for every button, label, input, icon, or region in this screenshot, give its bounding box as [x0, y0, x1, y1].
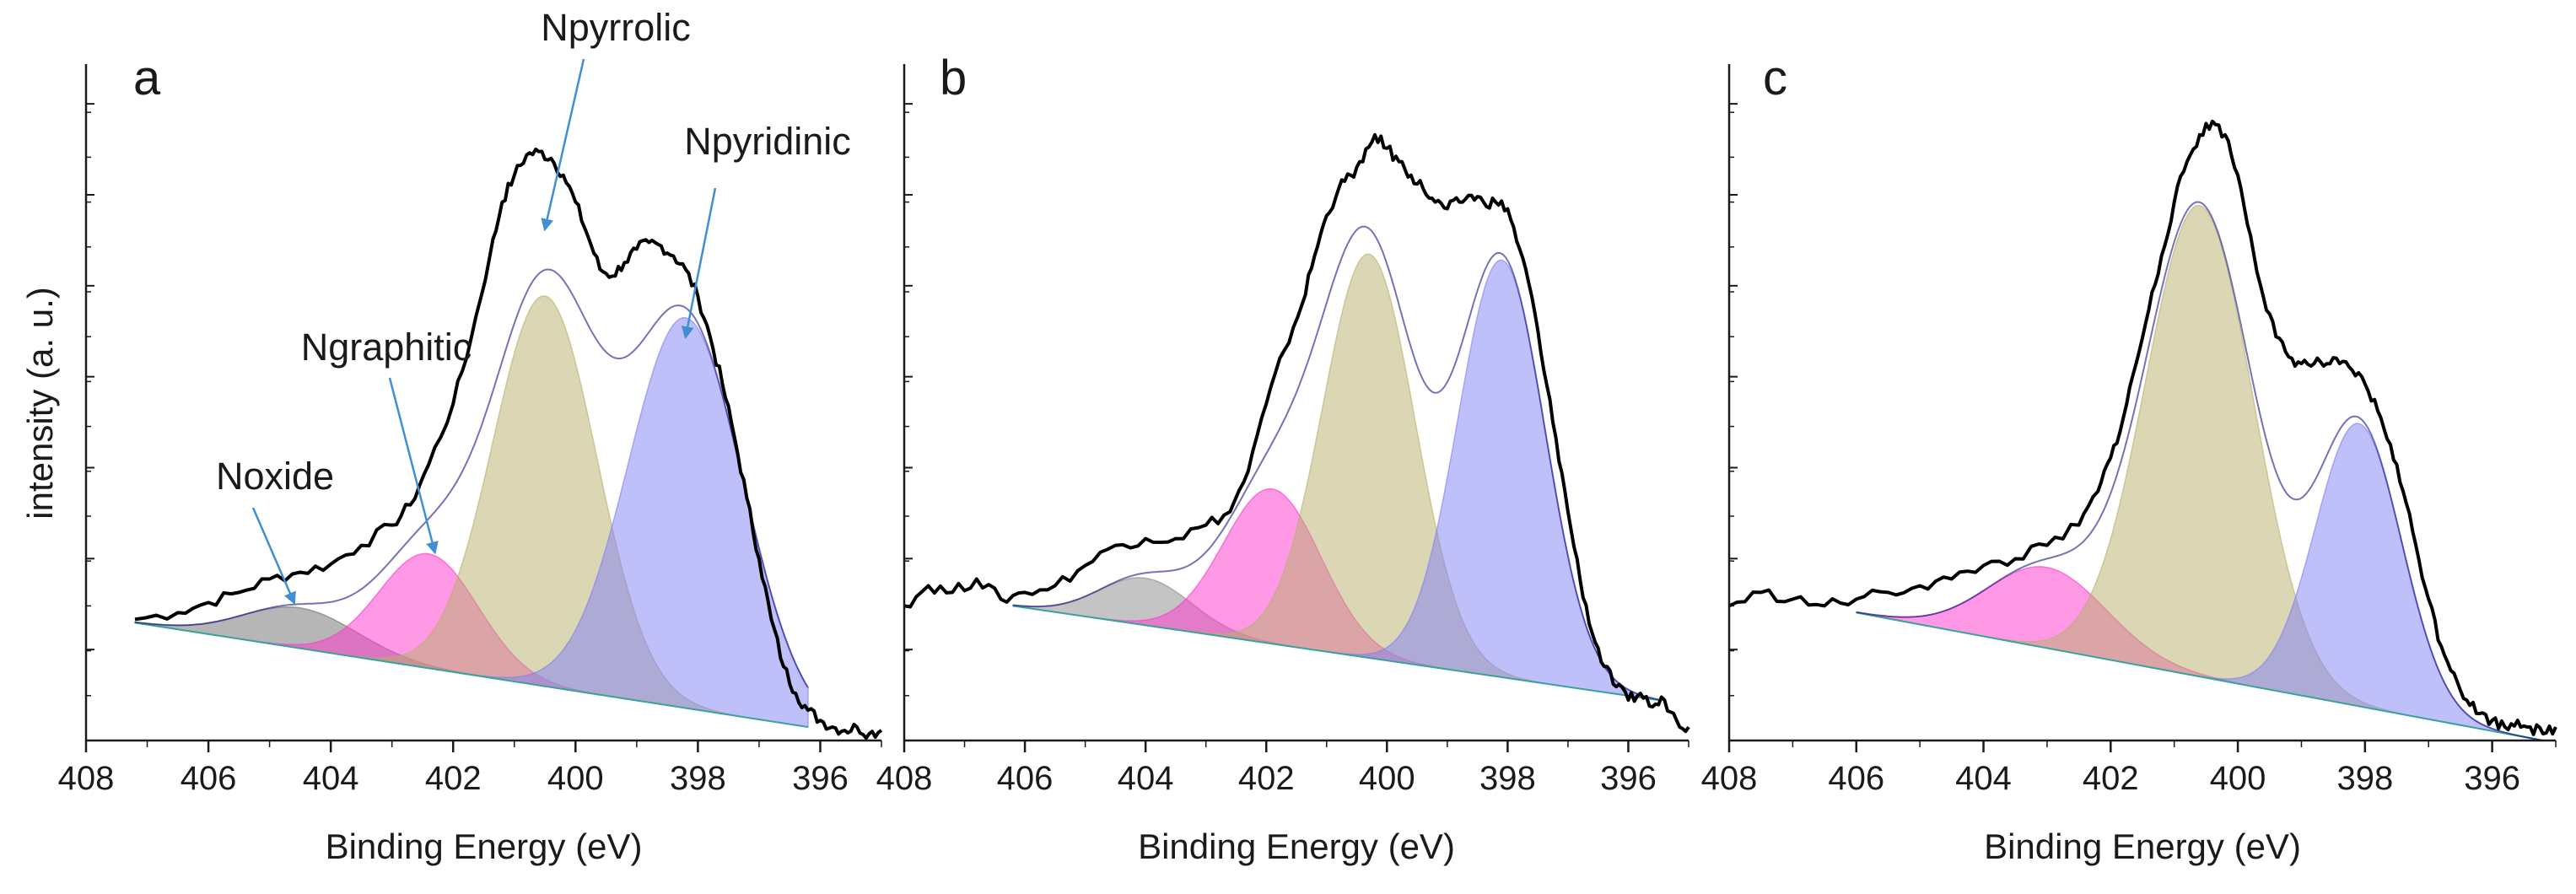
x-tick-label: 402 — [1238, 760, 1295, 797]
panel-a: 408 406 404 402 400 398 396 Binding Energy (eV)… — [58, 6, 883, 866]
x-tick-label: 396 — [1600, 760, 1657, 797]
fit-envelope — [134, 268, 809, 688]
annotation-arrow — [251, 507, 296, 606]
panel-letter: c — [1763, 51, 1787, 105]
x-tick-label: 402 — [425, 760, 482, 797]
x-tick-label: 396 — [2464, 760, 2520, 797]
x-tick-label: 408 — [876, 760, 933, 797]
x-tick-label: 406 — [181, 760, 237, 797]
x-tick-label: 400 — [547, 760, 604, 797]
x-tick-label: 408 — [1701, 760, 1758, 797]
measured-spectrum — [903, 132, 1690, 734]
background-line — [1856, 611, 2544, 741]
x-axis-title: Binding Energy (eV) — [1984, 827, 2301, 866]
x-tick-label: 398 — [2336, 760, 2393, 797]
annotation-arrow — [388, 377, 439, 555]
fit-envelope — [1012, 225, 1659, 701]
x-tick-label: 408 — [58, 760, 115, 797]
panel-letter: a — [133, 51, 161, 105]
fit-envelope — [1856, 201, 2544, 741]
x-tick-label: 406 — [997, 760, 1054, 797]
x-tick-label: 398 — [1479, 760, 1536, 797]
annotation-noxide: Noxide — [216, 455, 334, 498]
x-tick-label: 404 — [1118, 760, 1174, 797]
panel-c: 408 406 404 402 400 398 396 Binding Energy (eV)… — [1701, 51, 2557, 866]
measured-spectrum — [1728, 119, 2557, 736]
x-tick-label: 400 — [1359, 760, 1415, 797]
x-axis-title: Binding Energy (eV) — [1138, 827, 1455, 866]
background-line — [134, 622, 809, 729]
annotation-arrow — [541, 58, 585, 232]
annotation-arrow — [681, 187, 717, 340]
x-tick-label: 400 — [2210, 760, 2266, 797]
x-tick-label: 404 — [303, 760, 359, 797]
peak-npyrrolic — [1856, 204, 2544, 741]
x-tick-label: 402 — [2083, 760, 2139, 797]
x-tick-label: 406 — [1828, 760, 1884, 797]
panel-b: 408 406 404 402 400 398 396 Binding Energy (eV)… — [876, 51, 1690, 866]
x-tick-label: 398 — [670, 760, 726, 797]
x-axis-title: Binding Energy (eV) — [326, 827, 643, 866]
annotation-ngraphitic: Ngraphitic — [301, 326, 472, 369]
panel-letter: b — [940, 51, 967, 105]
y-axis-title: intensity (a. u.) — [20, 287, 60, 519]
annotation-npyridinic: Npyridinic — [684, 120, 851, 163]
annotation-npyrrolic: Npyrrolic — [541, 6, 691, 49]
x-tick-label: 404 — [1955, 760, 2012, 797]
x-tick-label: 396 — [792, 760, 849, 797]
measured-spectrum — [134, 148, 883, 741]
background-line — [1012, 605, 1659, 702]
